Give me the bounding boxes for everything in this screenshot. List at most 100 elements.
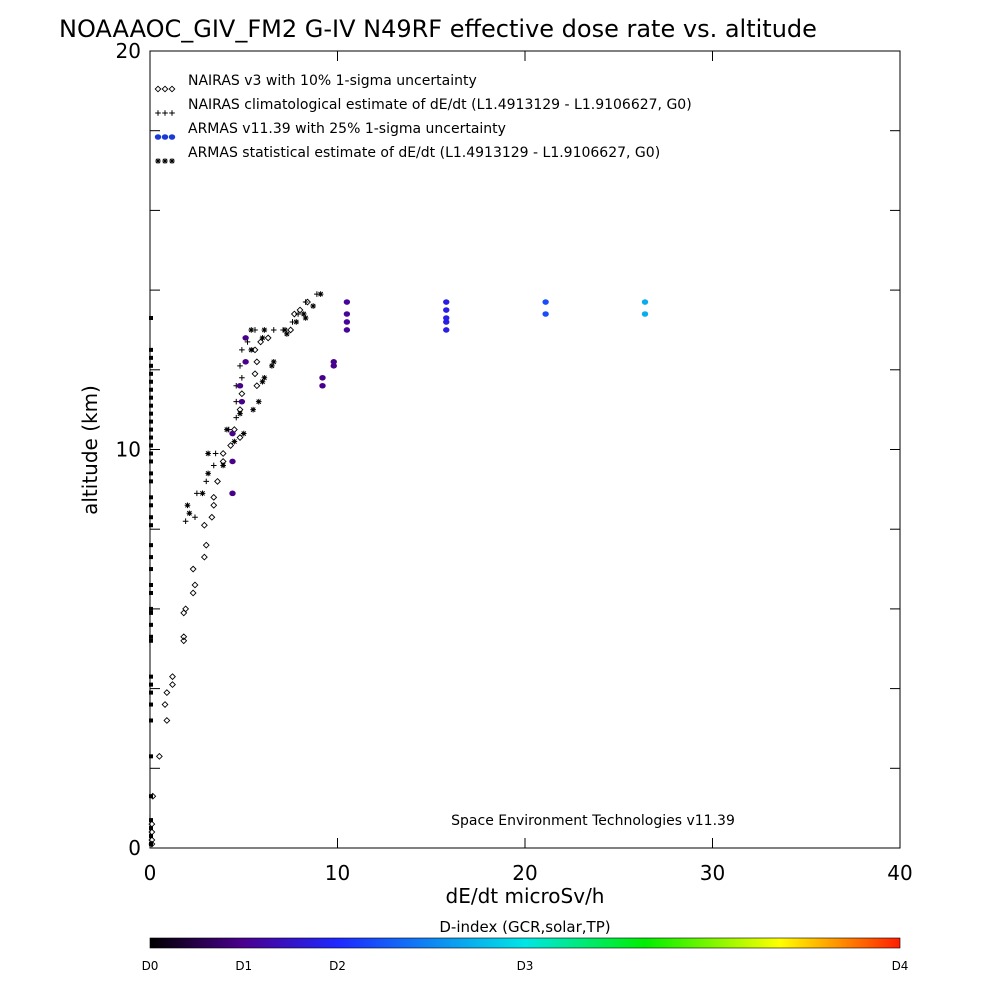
data-point-diamond: [253, 358, 261, 366]
data-point-asterisk: [293, 319, 300, 325]
data-point-dot: [542, 311, 549, 317]
data-point-zero: [149, 582, 153, 587]
data-point-asterisk: [240, 430, 247, 437]
data-point-asterisk: [205, 450, 211, 457]
data-point-zero: [149, 355, 153, 360]
data-point-asterisk: [231, 438, 238, 445]
data-point-plus: [210, 462, 217, 469]
data-point-plus: [239, 347, 245, 353]
data-point-diamond: [180, 633, 188, 641]
data-point-plus: [203, 478, 210, 485]
data-point-dot: [343, 327, 351, 333]
data-point-dot: [242, 335, 249, 341]
data-point-diamond: [163, 689, 171, 697]
data-point-zero: [149, 543, 153, 548]
data-point-diamond: [253, 382, 261, 390]
data-point-zero: [149, 347, 153, 352]
data-point-zero: [149, 622, 153, 627]
data-point-zero: [149, 471, 153, 476]
data-point-plus: [194, 490, 200, 497]
data-point-zero: [149, 403, 153, 408]
data-point-diamond: [169, 681, 176, 689]
data-point-asterisk: [199, 490, 206, 497]
data-point-dot: [238, 398, 246, 405]
data-point-zero: [149, 702, 153, 707]
data-point-dot: [343, 299, 351, 305]
data-point-plus: [192, 514, 198, 521]
data-point-asterisk: [224, 426, 230, 433]
data-point-asterisk: [250, 406, 256, 413]
data-point-asterisk: [255, 398, 262, 405]
legend-marker-diamond: [168, 85, 176, 93]
data-point-dot: [236, 382, 244, 389]
data-point-zero: [149, 567, 153, 572]
legend-entry-label: ARMAS statistical estimate of dE/dt (L1.…: [188, 145, 660, 161]
data-point-dot: [319, 374, 326, 381]
data-point-diamond: [257, 338, 265, 346]
data-point-plus: [237, 363, 243, 369]
data-point-plus: [233, 398, 240, 405]
legend-entry-label: NAIRAS climatological estimate of dE/dt …: [188, 97, 692, 113]
data-point-dot: [641, 311, 649, 317]
data-point-diamond: [210, 493, 218, 501]
data-point-asterisk: [259, 335, 266, 341]
data-point-asterisk: [270, 359, 277, 365]
data-point-zero: [149, 638, 153, 643]
data-point-zero: [149, 606, 153, 611]
y-tick-label: 0: [128, 836, 141, 860]
data-point-zero: [149, 411, 153, 416]
y-axis-label: altitude (km): [78, 385, 102, 515]
data-point-diamond: [191, 581, 199, 589]
data-point-zero: [149, 590, 153, 595]
data-point-asterisk: [261, 374, 268, 381]
data-point-zero: [149, 443, 153, 448]
data-point-diamond: [287, 326, 295, 334]
axis-ticks: [149, 50, 901, 849]
data-point-plus: [182, 518, 189, 525]
data-point-diamond: [180, 609, 188, 617]
data-point-plus: [212, 450, 219, 457]
data-point-zero: [149, 634, 153, 639]
data-point-diamond: [251, 370, 259, 378]
colorbar-label: D2: [329, 959, 346, 973]
data-points: [148, 291, 649, 848]
data-point-diamond: [208, 513, 216, 521]
x-tick-label: 30: [700, 861, 725, 885]
legend-marker-plus: [155, 110, 161, 116]
legend: NAIRAS v3 with 10% 1-sigma uncertainty NA…: [154, 73, 692, 164]
data-point-diamond: [210, 501, 218, 509]
data-point-plus: [270, 327, 277, 333]
data-point-zero: [149, 495, 153, 500]
colorbar-labels: D0 D1 D2 D3 D4: [142, 959, 909, 973]
data-point-plus: [295, 311, 301, 317]
y-tick-labels: 0 10 20: [116, 39, 141, 860]
x-tick-label: 0: [144, 861, 157, 885]
data-point-diamond: [189, 565, 197, 573]
data-point-asterisk: [282, 327, 288, 333]
data-point-plus: [239, 374, 245, 381]
data-point-dot: [343, 319, 351, 325]
data-point-diamond: [238, 390, 246, 398]
data-point-dot: [443, 319, 450, 325]
legend-marker-asterisk: [169, 158, 175, 164]
data-point-zero: [149, 682, 153, 687]
data-point-zero: [149, 610, 153, 615]
data-point-asterisk: [205, 470, 211, 477]
data-point-zero: [149, 451, 153, 456]
x-tick-label: 40: [887, 861, 912, 885]
legend-marker-dot: [168, 134, 176, 140]
data-point-asterisk: [248, 327, 255, 333]
data-point-zero: [149, 515, 153, 520]
data-point-zero: [149, 395, 153, 400]
x-axis-label: dE/dt microSv/h: [446, 884, 605, 908]
data-point-zero: [149, 479, 153, 484]
data-point-dot: [641, 299, 649, 305]
legend-marker-diamond: [161, 85, 169, 93]
data-point-diamond: [219, 450, 227, 457]
legend-entry-label: NAIRAS v3 with 10% 1-sigma uncertainty: [188, 73, 477, 89]
legend-marker-dot: [161, 134, 169, 140]
data-point-diamond: [251, 346, 259, 354]
data-point-dot: [443, 307, 450, 313]
data-point-diamond: [200, 521, 208, 529]
data-point-plus: [233, 414, 240, 421]
